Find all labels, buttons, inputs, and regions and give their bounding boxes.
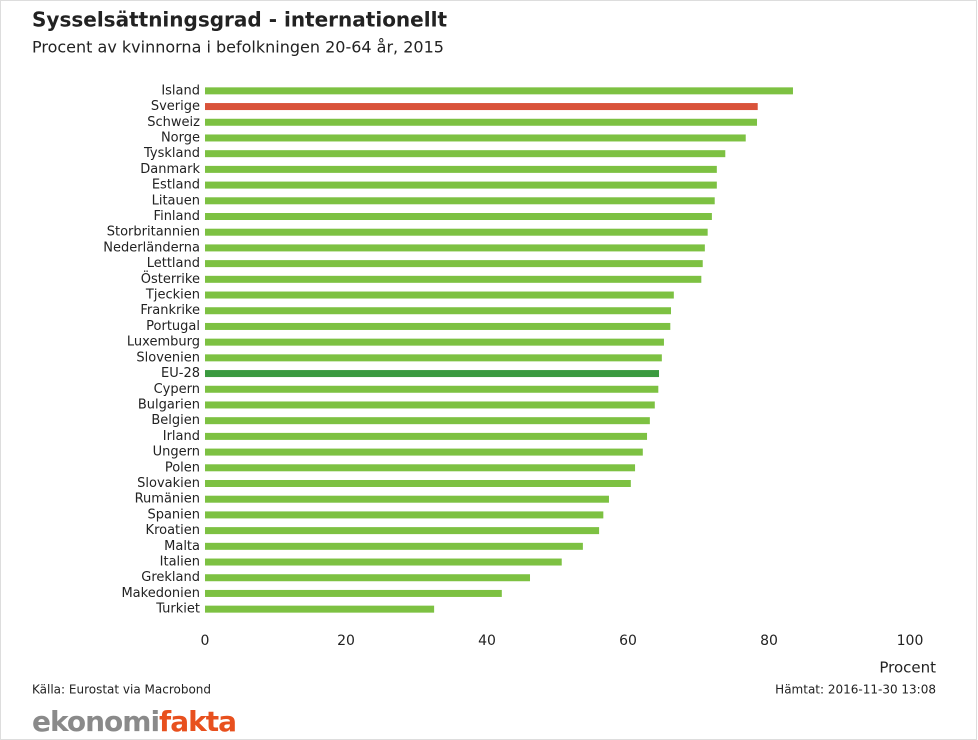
y-tick-label: Storbritannien [107,225,200,240]
y-tick-label: Makedonien [121,586,200,601]
bar [205,511,604,519]
y-tick-label: Nederländerna [103,240,200,255]
bar [205,354,662,362]
y-tick-label: Kroatien [146,523,200,538]
x-tick-label: 40 [478,633,496,649]
y-tick-label: Tyskland [143,146,200,161]
bar [205,401,655,409]
bar [205,307,672,315]
y-tick-label: Turkiet [155,602,200,617]
y-tick-label: Island [161,83,200,98]
y-tick-label: Österrike [141,270,200,287]
y-tick-label: Cypern [154,382,200,397]
y-tick-label: Estland [152,178,200,193]
y-tick-label: Sverige [151,99,200,114]
bar [205,338,664,346]
bar [205,87,793,95]
y-tick-label: Tjeckien [145,288,200,303]
x-tick-label: 80 [760,633,778,649]
y-tick-label: Norge [161,130,200,145]
y-tick-label: Finland [154,209,200,224]
y-tick-label: Danmark [140,162,200,177]
y-tick-label: Slovakien [137,476,200,491]
y-tick-label: Schweiz [147,115,200,130]
bar [205,275,702,283]
bar [205,480,631,487]
bar [205,495,609,503]
bar [205,370,660,378]
chart-subtitle: Procent av kvinnorna i befolkningen 20-6… [32,38,444,57]
y-tick-label: Portugal [146,319,200,334]
x-tick-label: 100 [897,633,924,649]
bar [205,244,705,252]
y-tick-label: Rumänien [135,492,200,507]
bar [205,118,758,126]
x-tick-label: 60 [619,633,637,649]
y-tick-label: Luxemburg [127,335,200,350]
y-tick-label: Litauen [152,193,200,208]
bar [205,417,650,425]
bar [205,150,726,158]
bar [205,448,643,456]
bar [205,260,703,268]
bar [205,322,671,330]
bar [205,574,531,582]
y-tick-label: Grekland [141,570,200,585]
y-tick-label: Irland [163,429,200,444]
y-tick-label: Bulgarien [138,397,200,412]
bar [205,558,562,566]
bar [205,432,648,440]
bar [205,228,708,236]
bar [205,542,583,550]
y-tick-label: EU-28 [161,366,200,381]
bar [205,165,717,173]
y-tick-label: Spanien [147,507,200,522]
y-tick-label: Italien [160,555,200,570]
bar [205,527,600,535]
bar [205,213,712,220]
bar [205,103,758,111]
bar [205,464,636,472]
x-tick-label: 20 [337,633,355,649]
retrieved: Hämtat: 2016-11-30 13:08 [775,683,936,697]
y-tick-label: Slovenien [136,350,200,365]
bar [205,589,502,597]
logo-part: fakta [159,705,236,738]
y-tick-label: Ungern [153,445,200,460]
bar [205,291,674,299]
bar [205,181,717,189]
y-tick-label: Lettland [147,256,200,271]
logo-part: ekonomi [32,705,159,738]
y-tick-label: Frankrike [140,303,200,318]
x-tick-label: 0 [201,633,210,649]
bar [205,134,746,142]
bar [205,197,715,205]
chart-title: Sysselsättningsgrad - internationellt [32,8,447,32]
y-tick-label: Malta [164,539,200,554]
y-tick-label: Polen [165,460,200,475]
bar [205,605,435,613]
x-axis-label: Procent [879,659,936,677]
bar [205,385,659,393]
logo: ekonomifakta [32,705,236,738]
y-tick-label: Belgien [151,413,200,428]
source: Källa: Eurostat via Macrobond [32,683,211,697]
